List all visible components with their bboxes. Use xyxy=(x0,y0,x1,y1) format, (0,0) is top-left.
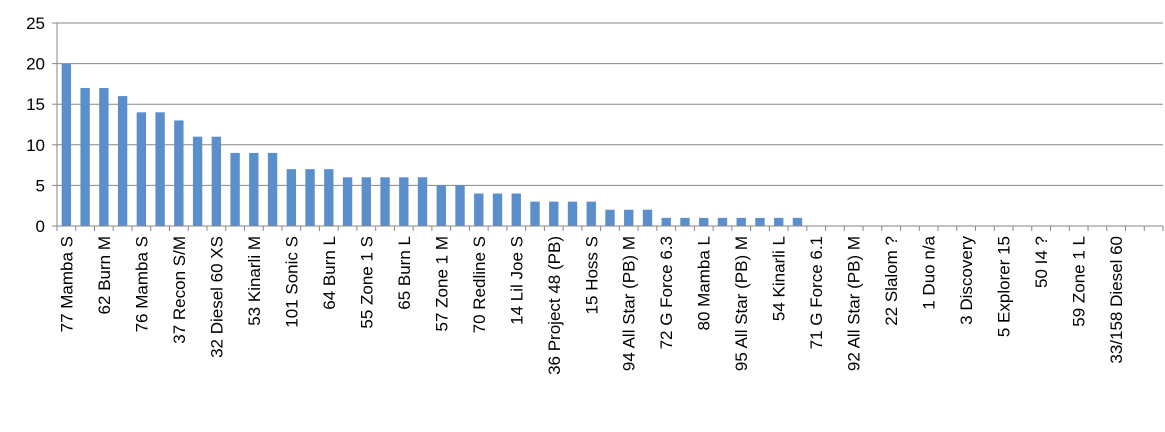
x-category-label: 70 Redline S xyxy=(470,236,489,333)
x-category-label: 64 Burn L xyxy=(320,236,339,310)
bar xyxy=(174,120,184,226)
bar xyxy=(136,112,147,226)
bar xyxy=(324,169,334,226)
bar xyxy=(399,177,409,226)
bar xyxy=(549,201,559,226)
x-category-label: 33/158 Diesel 60 xyxy=(1107,236,1126,364)
x-category-label: 65 Burn L xyxy=(395,236,414,310)
bar xyxy=(155,112,165,226)
y-tick-label: 20 xyxy=(26,55,45,74)
bar xyxy=(699,217,709,226)
bar xyxy=(661,217,671,226)
x-category-label: 22 Slalom ? xyxy=(882,236,901,326)
bar xyxy=(736,217,746,226)
bar xyxy=(99,87,109,227)
bar xyxy=(605,209,615,226)
bar xyxy=(530,201,540,226)
bar xyxy=(474,193,484,226)
x-category-label: 76 Mamba S xyxy=(132,236,151,332)
x-category-label: 72 G Force 6.3 xyxy=(657,236,676,349)
bar xyxy=(267,152,278,226)
bar xyxy=(305,169,315,226)
x-category-label: 77 Mamba S xyxy=(57,236,76,332)
bar xyxy=(774,217,784,226)
axes xyxy=(52,22,1164,231)
y-tick-label: 5 xyxy=(36,176,45,195)
gridlines xyxy=(57,22,1163,186)
x-category-label: 59 Zone 1 L xyxy=(1070,236,1089,327)
bars xyxy=(61,63,803,227)
bar xyxy=(511,193,521,226)
bar xyxy=(61,63,72,226)
x-category-label: 37 Recon S/M xyxy=(170,236,189,344)
bar xyxy=(567,201,578,226)
x-category-label: 57 Zone 1 M xyxy=(432,236,451,331)
bar xyxy=(230,152,240,226)
bar xyxy=(755,217,765,226)
bar xyxy=(342,177,353,226)
bar xyxy=(211,136,222,226)
x-category-label: 36 Project 48 (PB) xyxy=(545,236,564,375)
bar xyxy=(249,152,259,226)
bar xyxy=(642,209,653,226)
y-tick-label: 15 xyxy=(26,95,45,114)
bar xyxy=(717,217,728,226)
y-tick-label: 25 xyxy=(26,14,45,33)
x-category-label: 53 Kinarli M xyxy=(245,236,264,326)
bar xyxy=(680,217,690,226)
x-category-label: 1 Duo n/a xyxy=(920,235,939,309)
bar xyxy=(436,185,446,226)
y-axis-ticks: 0 5 10 15 20 25 xyxy=(26,14,45,236)
x-category-label: 92 All Star (PB) M xyxy=(845,236,864,371)
y-tick-label: 0 xyxy=(36,217,45,236)
x-category-label: 94 All Star (PB) M xyxy=(620,236,639,371)
x-category-label: 54 Kinarli L xyxy=(770,236,789,321)
bar xyxy=(492,193,503,226)
x-category-label: 80 Mamba L xyxy=(695,236,714,331)
bar xyxy=(792,217,803,226)
x-category-label: 62 Burn M xyxy=(95,236,114,314)
x-category-label: 71 G Force 6.1 xyxy=(807,236,826,349)
bar xyxy=(380,177,390,226)
x-category-label: 5 Explorer 15 xyxy=(995,236,1014,337)
x-category-label: 50 I4 ? xyxy=(1032,236,1051,288)
x-axis-labels: 77 Mamba S 62 Burn M 76 Mamba S 37 Recon S/… xyxy=(57,235,1126,374)
x-category-label: 55 Zone 1 S xyxy=(357,236,376,329)
bar xyxy=(192,136,203,226)
x-category-label: 101 Sonic S xyxy=(282,236,301,328)
bar xyxy=(80,87,90,227)
x-category-label: 15 Hoss S xyxy=(582,236,601,314)
x-category-label: 32 Diesel 60 XS xyxy=(207,236,226,358)
bar xyxy=(586,201,596,226)
bar xyxy=(286,169,297,226)
bar xyxy=(417,177,428,226)
x-category-label: 3 Discovery xyxy=(957,236,976,325)
y-tick-label: 10 xyxy=(26,136,45,155)
bar xyxy=(361,177,371,226)
bar xyxy=(455,185,465,226)
bar xyxy=(624,209,634,226)
x-category-label: 95 All Star (PB) M xyxy=(732,236,751,371)
bar xyxy=(117,96,128,226)
x-category-label: 14 Lil Joe S xyxy=(507,236,526,325)
